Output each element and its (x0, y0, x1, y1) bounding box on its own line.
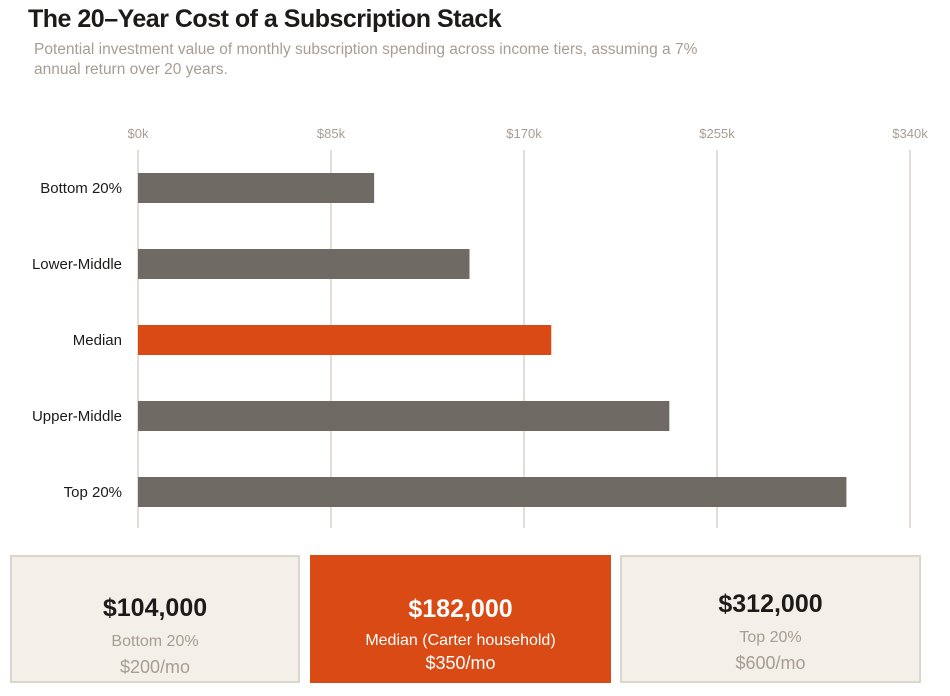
card-value: $104,000 (102, 594, 208, 622)
bar-upper-middle (138, 401, 670, 431)
card-median: $182,000 Median (Carter household) $350/… (310, 555, 611, 683)
card-label: Median (Carter household) (365, 632, 556, 649)
card-value: $312,000 (718, 590, 823, 618)
card-monthly: $200/mo (119, 657, 191, 677)
y-category-label: Median (73, 332, 122, 349)
card-bottom-20: $104,000 Bottom 20% $200/mo (10, 555, 300, 683)
x-tick-label: $0k (128, 126, 149, 141)
card-monthly: $350/mo (425, 653, 496, 673)
card-top-20: $312,000 Top 20% $600/mo (620, 555, 921, 683)
y-category-label: Bottom 20% (40, 180, 122, 197)
bar-lower-middle (138, 249, 470, 279)
x-tick-label: $85k (317, 126, 346, 141)
card-value: $182,000 (408, 595, 513, 623)
y-category-label: Upper-Middle (32, 408, 122, 425)
bar-median (138, 325, 552, 355)
x-tick-label: $170k (506, 126, 542, 141)
y-category-label: Top 20% (64, 484, 122, 501)
y-category-label: Lower-Middle (32, 256, 122, 273)
chart-title: The 20–Year Cost of a Subscription Stack (28, 5, 502, 33)
bar-chart: $0k $85k $170k $255k $340k Bottom 20% Lower-Mi… (32, 126, 928, 528)
card-label: Top 20% (739, 629, 802, 646)
x-tick-label: $255k (699, 126, 735, 141)
chart-subtitle: Potential investment value of monthly su… (34, 41, 698, 78)
bar-top-20- (138, 477, 847, 507)
bar-bottom-20- (138, 173, 375, 203)
card-label: Bottom 20% (111, 633, 199, 650)
x-tick-label: $340k (892, 126, 928, 141)
card-monthly: $600/mo (735, 653, 806, 673)
